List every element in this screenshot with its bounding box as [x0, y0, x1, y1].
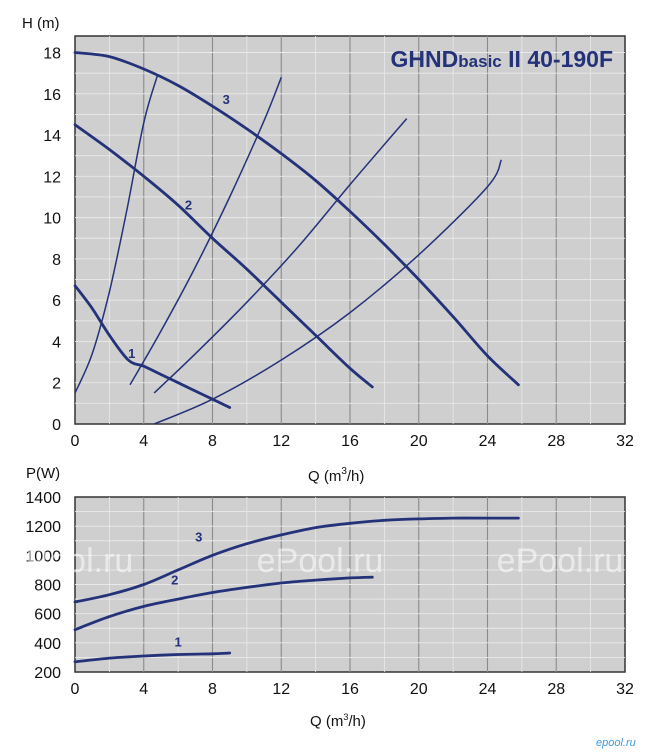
- y-tick-label: 12: [43, 169, 61, 186]
- watermark-text: ePool.ru: [7, 542, 134, 580]
- x-tick-label: 4: [139, 433, 148, 450]
- curve-label-1: 1: [128, 346, 135, 361]
- x-tick-label: 24: [479, 433, 497, 450]
- x-tick-label: 32: [616, 681, 634, 698]
- series-line-1: [73, 651, 232, 664]
- power-x-axis-title: Q (m3/h): [310, 712, 366, 730]
- system-curve: [129, 77, 282, 386]
- y-tick-label: 1400: [25, 490, 61, 507]
- curve-label-3: 3: [223, 92, 230, 107]
- curve-label-2: 2: [171, 573, 178, 588]
- chart-title: GHNDbasic II 40-190F: [391, 46, 613, 72]
- brand-logo-text: epool.ru: [596, 737, 636, 749]
- y-tick-label: 18: [43, 46, 61, 63]
- x-tick-label: 20: [410, 433, 428, 450]
- x-tick-label: 0: [71, 681, 80, 698]
- watermarks: ePool.ru ePool.ru ePool.ru: [7, 542, 624, 580]
- y-tick-label: 16: [43, 87, 61, 104]
- power-chart: 123 0 4 8 12 16 20 24 28 32 20040060080010001200…: [25, 465, 634, 730]
- y-tick-label: 1000: [25, 548, 61, 565]
- x-tick-label: 16: [341, 433, 359, 450]
- y-tick-label: 4: [52, 334, 61, 351]
- head-grid: [75, 36, 625, 424]
- y-tick-label: 10: [43, 211, 61, 228]
- x-tick-label: 16: [341, 681, 359, 698]
- y-tick-label: 600: [34, 607, 61, 624]
- y-tick-label: 1200: [25, 519, 61, 536]
- head-series: [73, 51, 520, 409]
- y-tick-label: 200: [34, 665, 61, 682]
- head-curve-labels: 1 2 3: [128, 92, 230, 361]
- power-x-tick-labels: 0 4 8 12 16 20 24 28 32: [71, 681, 634, 698]
- system-curve: [74, 74, 159, 394]
- power-grid: [75, 497, 625, 672]
- power-curve-labels: 1 2 3: [171, 529, 202, 649]
- y-tick-label: 6: [52, 293, 61, 310]
- x-tick-label: 28: [547, 681, 565, 698]
- y-tick-label: 8: [52, 252, 61, 269]
- series-line-1: [73, 284, 232, 409]
- head-x-tick-labels: 0 4 8 12 16 20 24 28 32: [71, 433, 634, 450]
- series-line-3: [73, 51, 520, 387]
- y-tick-label: 400: [34, 636, 61, 653]
- y-tick-label: 0: [52, 417, 61, 434]
- head-y-axis-title: H (m): [22, 15, 60, 32]
- x-tick-label: 8: [208, 681, 217, 698]
- power-y-axis-title: P(W): [26, 465, 60, 482]
- x-tick-label: 28: [547, 433, 565, 450]
- system-curve: [153, 118, 408, 394]
- series-line-3: [73, 516, 520, 604]
- curve-label-1: 1: [175, 634, 182, 649]
- y-tick-label: 800: [34, 578, 61, 595]
- watermark-text: ePool.ru: [497, 542, 624, 580]
- head-y-tick-labels: 0 2 4 6 8 10 12 14 16 18: [43, 46, 61, 434]
- head-x-axis-title: Q (m3/h): [308, 466, 364, 485]
- x-tick-label: 20: [410, 681, 428, 698]
- series-line-2: [73, 575, 374, 632]
- curve-label-3: 3: [195, 529, 202, 544]
- power-series: [73, 516, 520, 664]
- x-tick-label: 32: [616, 433, 634, 450]
- x-tick-label: 4: [139, 681, 148, 698]
- x-tick-label: 8: [208, 433, 217, 450]
- x-tick-label: 24: [479, 681, 497, 698]
- head-system-curves: [74, 74, 502, 425]
- x-tick-label: 12: [272, 681, 290, 698]
- series-line-2: [73, 123, 374, 389]
- x-tick-label: 12: [272, 433, 290, 450]
- y-tick-label: 2: [52, 376, 61, 393]
- curve-label-2: 2: [185, 197, 192, 212]
- power-y-tick-labels: 200 400 600 800 1000 1200 1400: [25, 490, 61, 682]
- x-tick-label: 0: [71, 433, 80, 450]
- watermark-text: ePool.ru: [257, 542, 384, 580]
- y-tick-label: 14: [43, 128, 61, 145]
